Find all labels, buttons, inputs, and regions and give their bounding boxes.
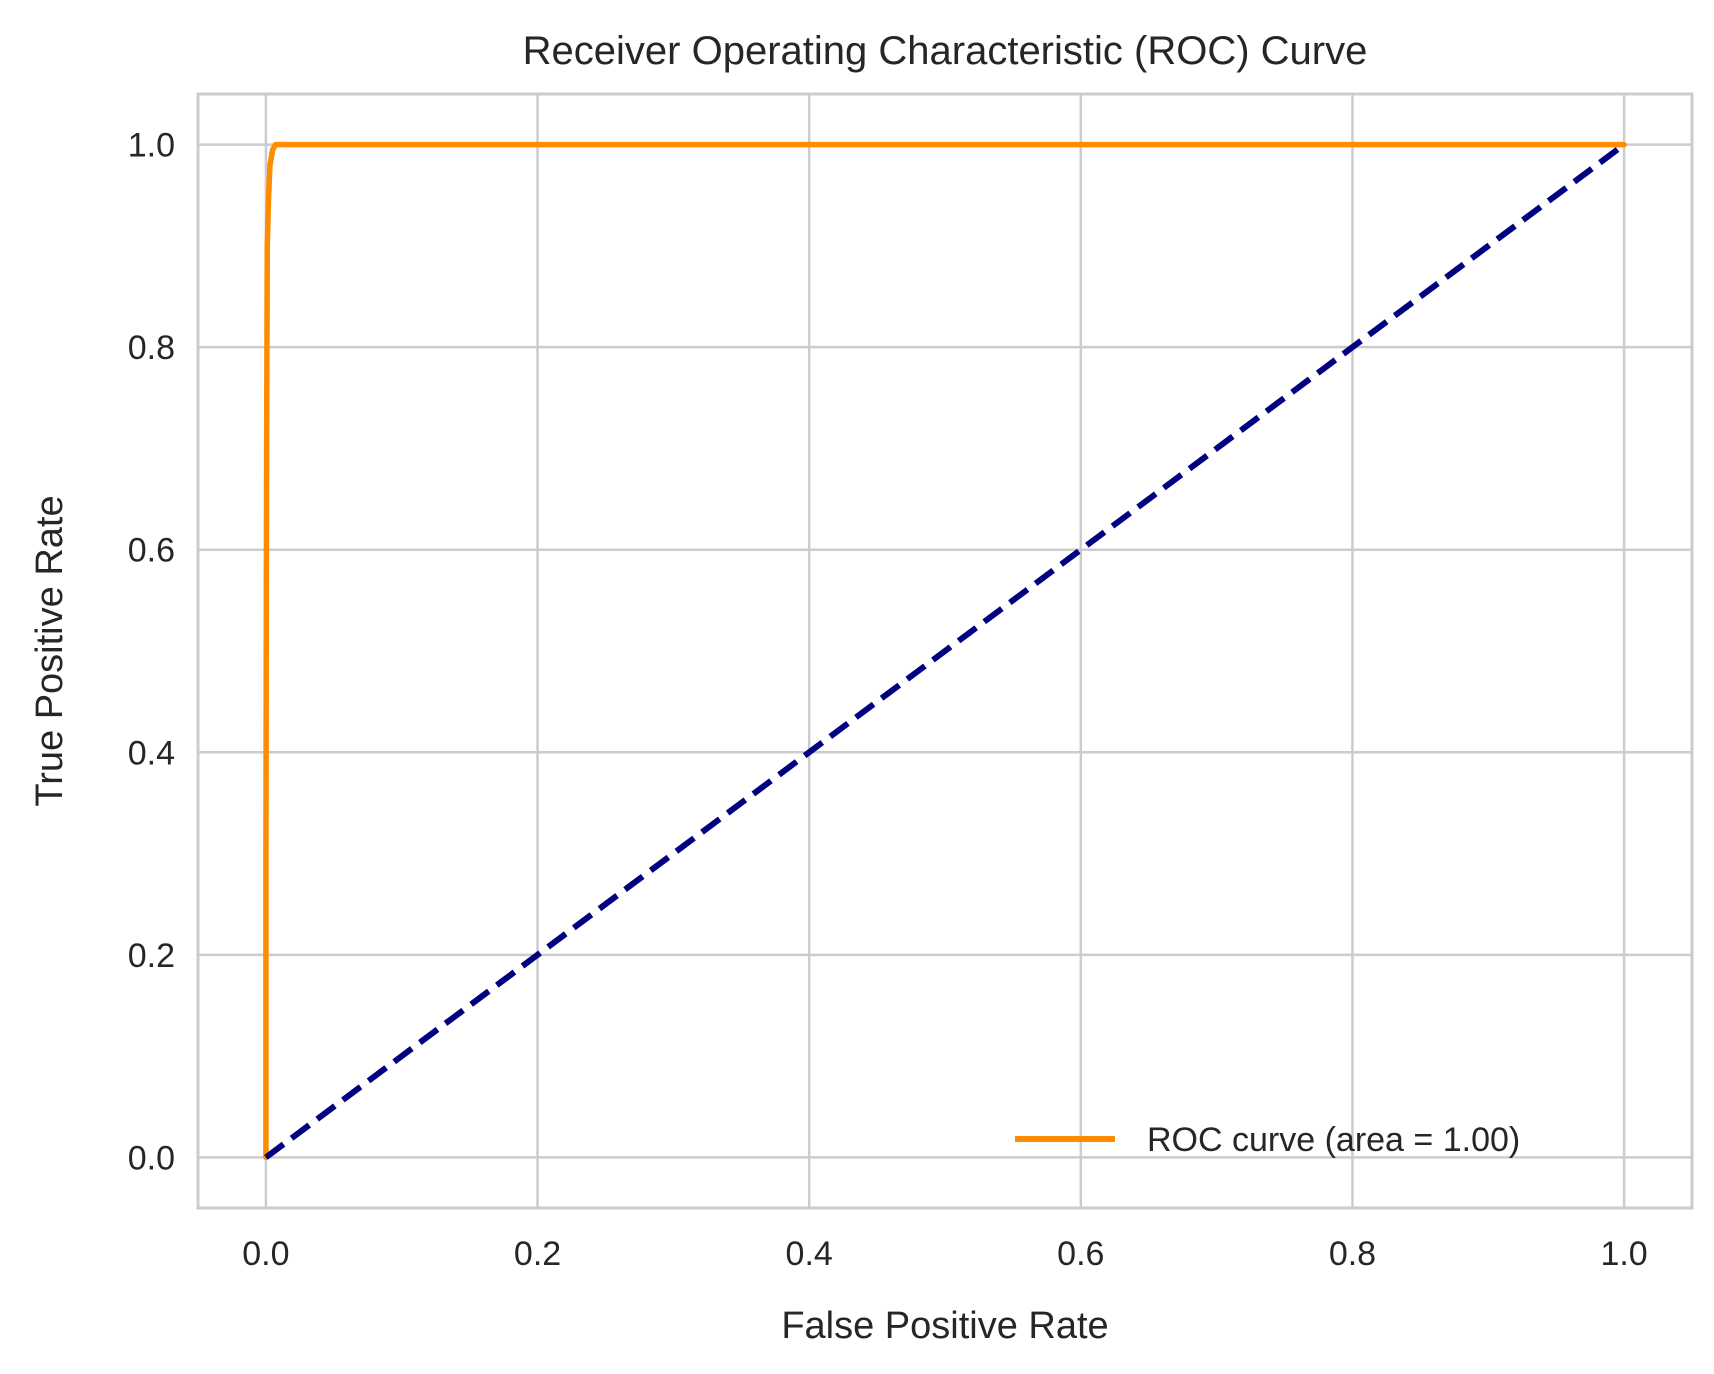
- legend-label-roc-curve: ROC curve (area = 1.00): [1147, 1121, 1520, 1159]
- y-axis-label: True Positive Rate: [29, 495, 71, 806]
- x-tick-label: 0.6: [1057, 1235, 1104, 1273]
- y-tick-label: 0.4: [128, 734, 175, 772]
- series-layer: [263, 141, 1627, 1161]
- x-axis-label: False Positive Rate: [781, 1305, 1108, 1347]
- chance-diagonal-line: [264, 142, 1626, 1160]
- x-tick-label: 1.0: [1600, 1235, 1647, 1273]
- y-tick-label: 0.6: [128, 532, 175, 570]
- plot-frame: [196, 92, 1694, 1210]
- legend: ROC curve (area = 1.00): [1015, 1121, 1520, 1159]
- y-tick-label: 0.0: [128, 1139, 175, 1177]
- roc-curve-line: [263, 141, 1627, 1161]
- x-tick-label: 0.2: [514, 1235, 561, 1273]
- y-tick-label: 0.8: [128, 329, 175, 367]
- x-tick-label: 0.0: [242, 1235, 289, 1273]
- x-tick-label: 0.4: [786, 1235, 833, 1273]
- y-tick-label: 1.0: [128, 127, 175, 165]
- tick-labels: 0.0 0.2 0.4 0.6 0.8 1.0 0.0 0.2 0.4 0.6 0.8 1.0: [128, 127, 1648, 1273]
- y-tick-label: 0.2: [128, 937, 175, 975]
- chart-title: Receiver Operating Characteristic (ROC) …: [523, 29, 1368, 73]
- x-tick-label: 0.8: [1329, 1235, 1376, 1273]
